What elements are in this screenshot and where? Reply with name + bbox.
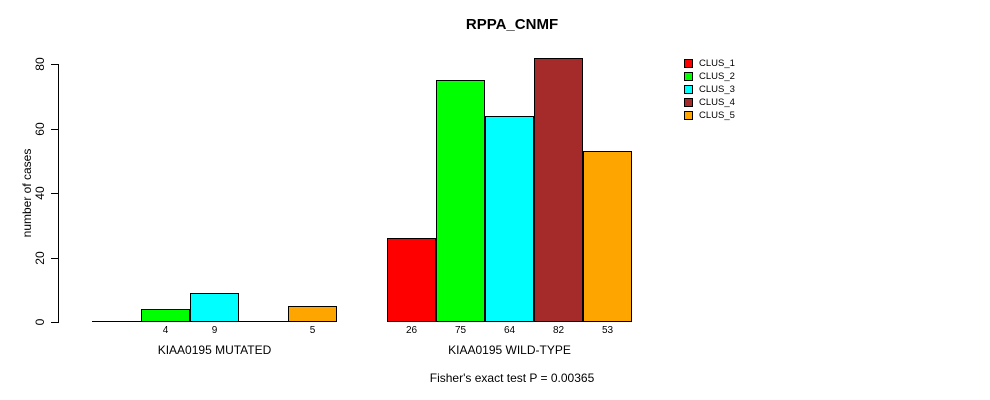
legend-swatch-clus_5 [684, 111, 693, 120]
legend-label: CLUS_5 [699, 110, 735, 121]
y-axis-label: number of cases [20, 148, 34, 238]
y-tick-mark [51, 258, 59, 259]
bar-clus_3 [190, 293, 239, 322]
legend-item: CLUS_2 [684, 70, 735, 83]
bar-clus_2 [141, 309, 190, 322]
legend-item: CLUS_4 [684, 96, 735, 109]
bar-value-label: 4 [162, 325, 169, 336]
bar-clus_5 [288, 306, 337, 322]
legend-swatch-clus_3 [684, 85, 693, 94]
legend-item: CLUS_1 [684, 57, 735, 70]
y-tick-label: 80 [33, 57, 47, 71]
bar-value-label: 82 [552, 325, 565, 336]
legend-label: CLUS_4 [699, 97, 735, 108]
y-tick-label: 60 [33, 122, 47, 136]
zero-height-bar-clus_4 [239, 321, 288, 322]
legend: CLUS_1 CLUS_2 CLUS_3 CLUS_4 CLUS_5 [684, 57, 735, 122]
bar-value-label: 64 [503, 325, 516, 336]
legend-swatch-clus_2 [684, 72, 693, 81]
y-tick-mark [51, 322, 59, 323]
footer-stat-text: Fisher's exact test P = 0.00365 [429, 371, 595, 385]
y-tick-label: 0 [33, 318, 47, 326]
legend-label: CLUS_3 [699, 84, 735, 95]
y-tick-label: 40 [33, 186, 47, 200]
legend-item: CLUS_3 [684, 83, 735, 96]
bar-clus_5 [583, 151, 632, 322]
bar-value-label: 75 [454, 325, 467, 336]
y-tick-label: 20 [33, 251, 47, 265]
legend-label: CLUS_2 [699, 71, 735, 82]
bar-value-label: 53 [601, 325, 614, 336]
y-tick-mark [51, 129, 59, 130]
chart-title: RPPA_CNMF [465, 16, 559, 33]
bar-value-label: 26 [405, 325, 418, 336]
legend-label: CLUS_1 [699, 58, 735, 69]
group-label-wild-type: KIAA0195 WILD-TYPE [448, 343, 571, 357]
bar-value-label: 5 [309, 325, 316, 336]
y-tick-mark [51, 193, 59, 194]
zero-height-bar-clus_1 [92, 321, 141, 322]
legend-swatch-clus_1 [684, 59, 693, 68]
bar-clus_2 [436, 80, 485, 322]
y-tick-mark [51, 64, 59, 65]
legend-swatch-clus_4 [684, 98, 693, 107]
bar-clus_3 [485, 116, 534, 322]
bar-clus_1 [387, 238, 436, 322]
legend-item: CLUS_5 [684, 109, 735, 122]
group-label-mutated: KIAA0195 MUTATED [157, 343, 272, 357]
bar-value-label: 9 [211, 325, 218, 336]
bar-clus_4 [534, 58, 583, 322]
